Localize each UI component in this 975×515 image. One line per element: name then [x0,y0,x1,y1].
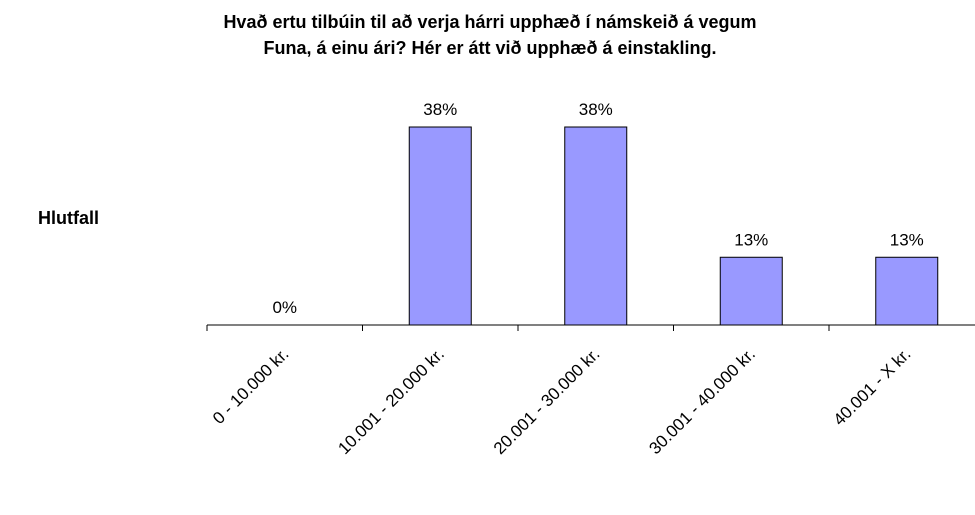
x-tick-label: 20.001 - 30.000 kr. [490,344,604,458]
bar [564,126,628,326]
value-label: 38% [423,100,457,119]
x-tick-label: 0 - 10.000 kr. [209,344,293,428]
chart-title: Funa, á einu ári? Hér er átt við upphæð … [263,38,716,58]
value-label: 13% [890,230,924,249]
chart-title: Hvað ertu tilbúin til að verja hárri upp… [223,12,756,32]
x-tick-label: 30.001 - 40.000 kr. [645,344,759,458]
y-axis-label: Hlutfall [38,208,99,228]
value-label: 38% [579,100,613,119]
bar [408,126,472,326]
bar [875,256,939,326]
bar [719,256,783,326]
x-tick-label: 40.001 - X kr. [830,344,915,429]
value-label: 13% [734,230,768,249]
value-label: 0% [272,298,297,317]
x-tick-label: 10.001 - 20.000 kr. [334,344,448,458]
